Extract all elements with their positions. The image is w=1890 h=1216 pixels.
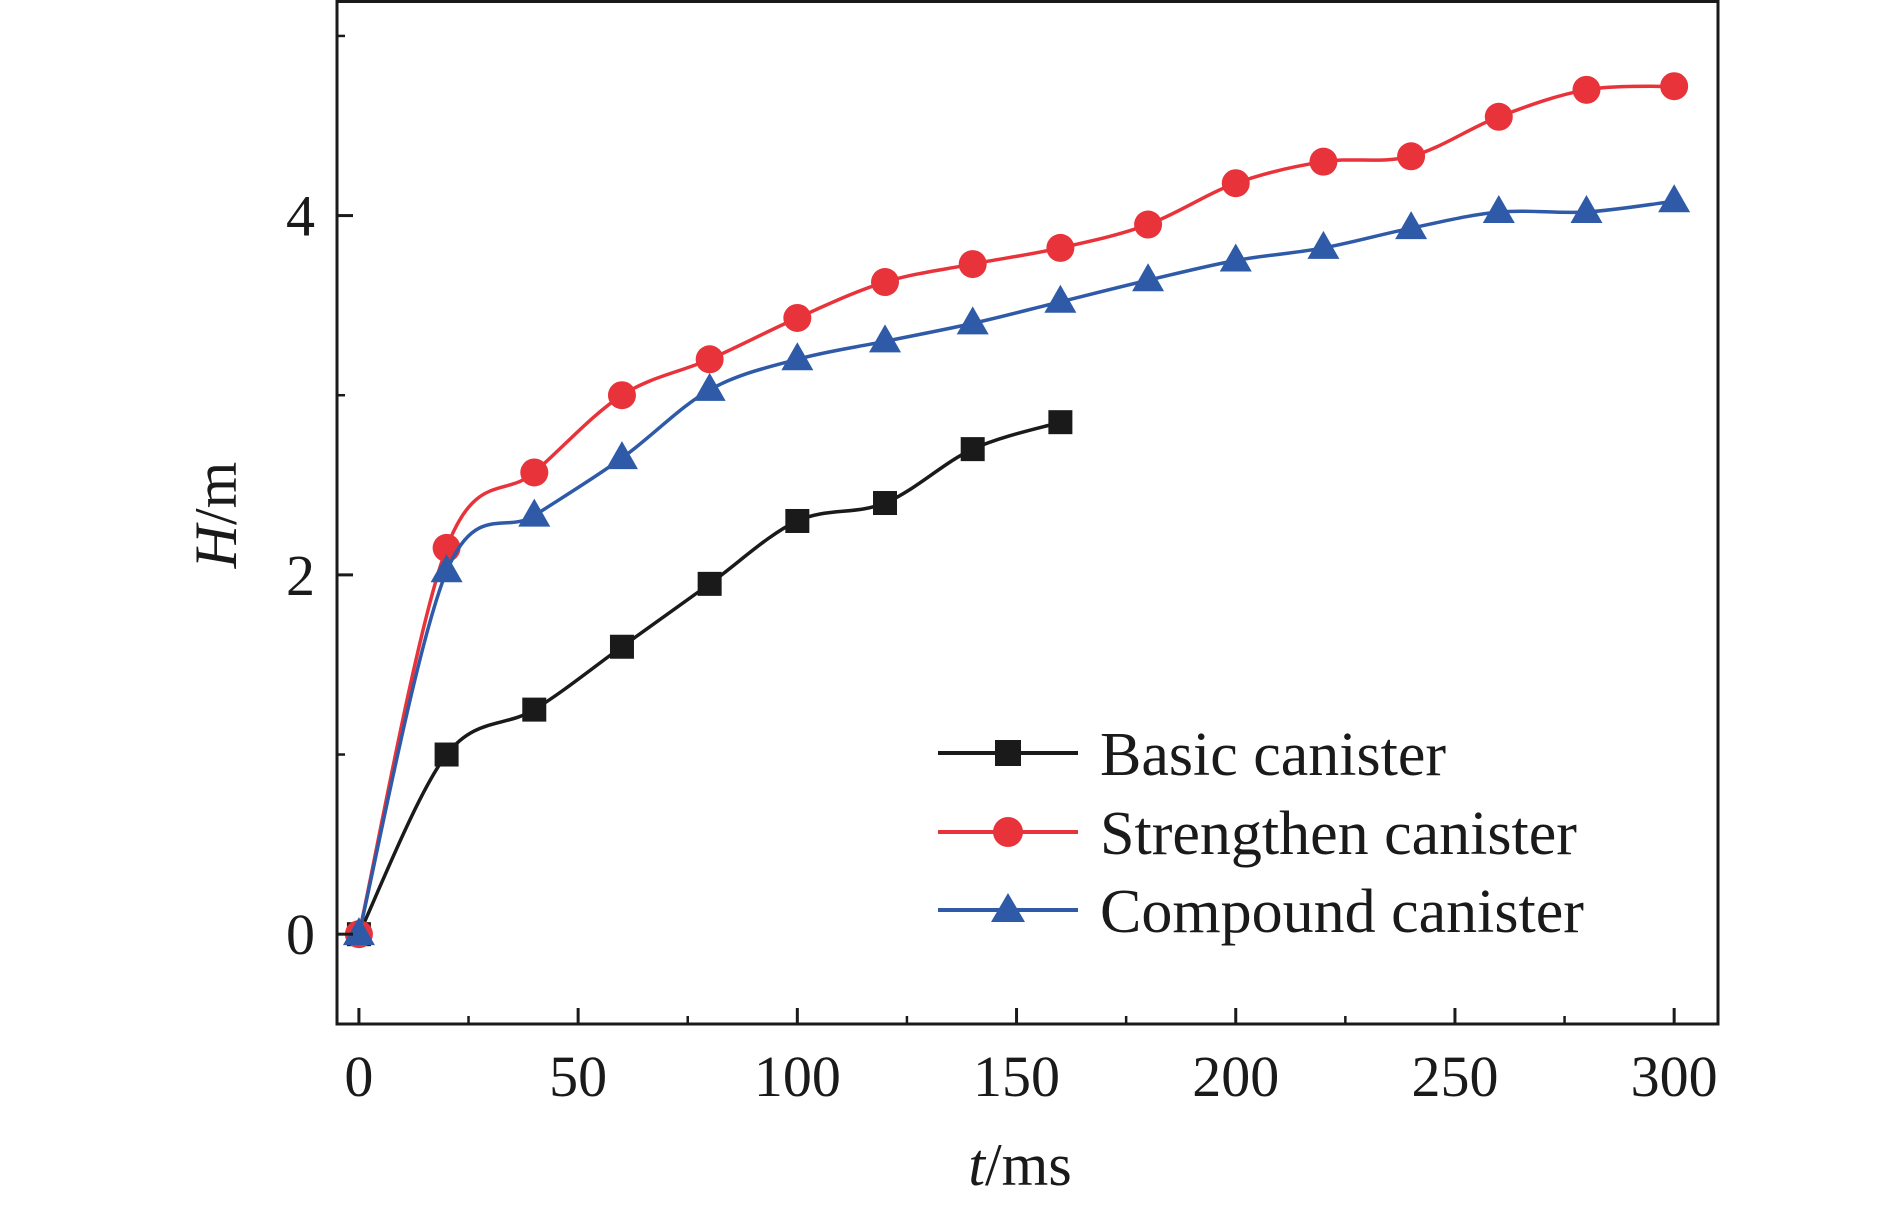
series-layer	[342, 72, 1691, 949]
data-point	[1660, 72, 1689, 101]
x-axis-title-italic: t	[968, 1132, 986, 1198]
data-point	[956, 306, 989, 335]
plot-frame	[335, 0, 1720, 1026]
x-tick-label: 50	[549, 1044, 607, 1109]
data-point	[785, 508, 810, 533]
data-point	[871, 268, 900, 297]
series-compound	[342, 184, 1691, 946]
y-tick-label: 4	[286, 184, 315, 249]
data-point	[1397, 142, 1426, 171]
data-point	[1221, 169, 1250, 198]
plot-area	[335, 0, 1720, 1026]
x-tick-label: 100	[754, 1044, 841, 1109]
data-point	[783, 303, 812, 332]
legend-marker-circle	[993, 817, 1023, 847]
data-point	[960, 437, 985, 462]
legend-label-compound: Compound canister	[1100, 878, 1584, 946]
data-point	[958, 250, 987, 279]
data-point	[522, 697, 547, 722]
data-point	[1307, 230, 1340, 259]
legend-label-basic: Basic canister	[1100, 721, 1446, 789]
data-point	[607, 381, 636, 410]
y-axis-title-unit: /m	[183, 462, 249, 525]
y-tick-label: 2	[286, 543, 315, 608]
data-point	[1219, 243, 1252, 272]
legend-item-basic: Basic canister	[938, 721, 1446, 789]
x-tick-label: 300	[1631, 1044, 1718, 1109]
data-point	[1309, 147, 1338, 176]
y-axis-title: H/m	[183, 462, 249, 570]
data-point	[1484, 102, 1513, 131]
series-basic	[346, 410, 1073, 947]
legend-marker-square	[995, 740, 1021, 766]
data-point	[781, 342, 814, 371]
data-point	[1572, 75, 1601, 104]
x-axis-title-unit: /ms	[985, 1132, 1072, 1198]
data-point	[518, 498, 551, 527]
data-point	[1132, 263, 1165, 292]
data-point	[1044, 284, 1077, 313]
data-point	[697, 571, 722, 596]
series-line-basic	[357, 420, 1061, 935]
x-tick-label: 150	[973, 1044, 1060, 1109]
data-point	[609, 634, 634, 659]
legend-label-strengthen: Strengthen canister	[1100, 800, 1577, 868]
data-point	[430, 554, 463, 583]
legend-marker-triangle	[991, 893, 1025, 922]
legend: Basic canister Strengthen canister Compo…	[938, 721, 1584, 946]
data-point	[1482, 194, 1515, 223]
x-tick-label: 200	[1192, 1044, 1279, 1109]
legend-item-strengthen: Strengthen canister	[938, 800, 1577, 868]
data-point	[1048, 410, 1073, 435]
axis-layer: 0 50 100 150 200 250 300 0 2 4	[286, 34, 1718, 1109]
x-tick-label: 250	[1411, 1044, 1498, 1109]
data-point	[520, 458, 549, 487]
legend-item-compound: Compound canister	[938, 878, 1584, 946]
y-axis-title-italic: H	[183, 521, 249, 569]
y-tick-label: 0	[286, 902, 315, 967]
data-point	[1046, 233, 1075, 262]
data-point	[434, 742, 459, 767]
data-point	[873, 491, 898, 516]
data-point	[693, 372, 726, 401]
data-point	[1395, 211, 1428, 240]
x-axis-title: t/ms	[968, 1132, 1071, 1198]
data-point	[1134, 210, 1163, 239]
x-tick-label: 0	[344, 1044, 373, 1109]
data-point	[1570, 194, 1603, 223]
data-point	[1658, 184, 1691, 213]
data-point	[605, 441, 638, 470]
data-point	[695, 345, 724, 374]
data-point	[342, 917, 375, 946]
data-point	[869, 324, 902, 353]
